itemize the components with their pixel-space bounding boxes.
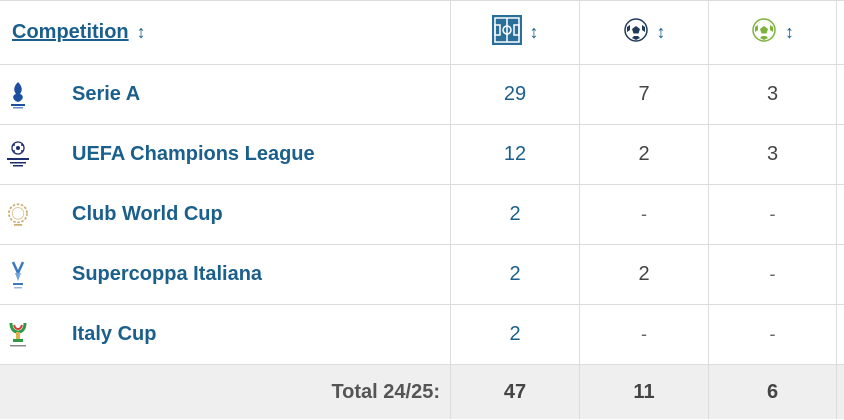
sort-icon[interactable]: ↕: [136, 22, 146, 42]
appearances-cell[interactable]: 12: [450, 125, 579, 184]
appearances-cell[interactable]: 2: [450, 185, 579, 244]
table-row: Club World Cup 2 - -: [0, 185, 844, 245]
competition-link[interactable]: UEFA Champions League: [72, 143, 315, 165]
appearances-link[interactable]: 2: [509, 263, 521, 285]
assists-cell: -: [708, 245, 837, 304]
goals-cell: -: [579, 305, 708, 364]
total-appearances: 47: [503, 380, 527, 403]
table-row: Italy Cup 2 - -: [0, 305, 844, 365]
competition-cell: Supercoppa Italiana: [0, 245, 450, 304]
table-footer: Total 24/25: 47 11 6: [0, 365, 844, 419]
assists-value: 3: [766, 143, 779, 165]
goals-header[interactable]: ↕: [579, 1, 708, 64]
assists-value: 3: [766, 83, 779, 105]
assists-cell: 3: [708, 125, 837, 184]
appearances-link[interactable]: 29: [503, 83, 527, 105]
assists-cell: -: [708, 305, 837, 364]
goals-cell: 2: [579, 125, 708, 184]
assists-value: -: [769, 324, 776, 344]
appearances-link[interactable]: 12: [503, 143, 527, 165]
table-row: Serie A 29 7 3: [0, 65, 844, 125]
competition-link[interactable]: Supercoppa Italiana: [72, 263, 263, 285]
sort-icon[interactable]: ↕: [785, 22, 794, 42]
goals-cell: 2: [579, 245, 708, 304]
competition-header[interactable]: Competition ↕: [0, 1, 450, 64]
total-assists: 6: [766, 380, 779, 403]
appearances-link[interactable]: 2: [509, 323, 521, 345]
club-world-cup-logo[interactable]: [4, 195, 32, 235]
total-appearances-cell: 47: [450, 365, 579, 419]
appearances-cell[interactable]: 29: [450, 65, 579, 124]
appearances-cell[interactable]: 2: [450, 245, 579, 304]
appearances-link[interactable]: 2: [509, 203, 521, 225]
appearances-header[interactable]: ↕: [450, 1, 579, 64]
competition-link[interactable]: Club World Cup: [72, 203, 223, 225]
goals-value: -: [641, 324, 647, 344]
goals-value: -: [641, 204, 647, 224]
competition-cell: Italy Cup: [0, 305, 450, 364]
supercoppa-logo[interactable]: [4, 255, 32, 295]
competition-link[interactable]: Italy Cup: [72, 323, 157, 345]
ball-icon[interactable]: [623, 17, 649, 48]
total-assists-cell: 6: [708, 365, 837, 419]
table-row: Supercoppa Italiana 2 2 -: [0, 245, 844, 305]
assists-header[interactable]: ↕: [708, 1, 837, 64]
green-ball-icon[interactable]: [751, 17, 777, 48]
assists-cell: 3: [708, 65, 837, 124]
competition-link[interactable]: Serie A: [72, 83, 141, 105]
goals-value: 7: [638, 83, 650, 105]
competition-cell: Club World Cup: [0, 185, 450, 244]
sort-icon[interactable]: ↕: [529, 22, 539, 42]
total-label: Total 24/25:: [331, 380, 440, 403]
sort-icon[interactable]: ↕: [656, 22, 666, 42]
assists-value: -: [769, 204, 776, 224]
appearances-cell[interactable]: 2: [450, 305, 579, 364]
competition-cell: UEFA Champions League: [0, 125, 450, 184]
assists-value: -: [769, 264, 776, 284]
serie-a-logo[interactable]: [4, 75, 32, 115]
italy-cup-logo[interactable]: [4, 315, 32, 355]
assists-cell: -: [708, 185, 837, 244]
pitch-icon[interactable]: [491, 15, 522, 50]
goals-cell: -: [579, 185, 708, 244]
competition-cell: Serie A: [0, 65, 450, 124]
goals-cell: 7: [579, 65, 708, 124]
table-header: Competition ↕ ↕: [0, 1, 844, 65]
goals-value: 2: [638, 263, 650, 285]
total-goals-cell: 11: [579, 365, 708, 419]
champions-league-logo[interactable]: [4, 135, 32, 175]
goals-value: 2: [638, 143, 650, 165]
table-row: UEFA Champions League 12 2 3: [0, 125, 844, 185]
total-goals: 11: [633, 380, 655, 403]
competition-sort-link[interactable]: Competition: [12, 21, 129, 43]
